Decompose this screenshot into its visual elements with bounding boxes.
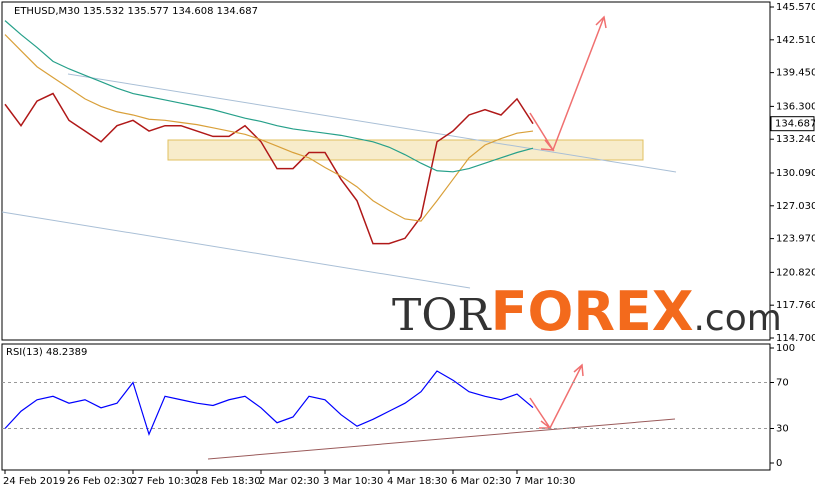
y-tick-label: 130.090 <box>776 168 815 179</box>
rsi-title: RSI(13) 48.2389 <box>6 347 87 358</box>
series-line <box>4 370 534 437</box>
y-tick-label: 117.760 <box>776 300 815 311</box>
y-tick-label: 0 <box>776 458 782 469</box>
y-tick-label: 123.970 <box>776 234 815 245</box>
y-tick-label: 139.450 <box>776 68 815 79</box>
series-line <box>4 20 534 173</box>
rsi-forecast-arrow <box>529 364 583 430</box>
y-tick-label: 145.570 <box>776 2 815 13</box>
rsi-trend-line <box>207 418 676 460</box>
y-tick-label: 30 <box>776 424 789 435</box>
y-tick-label: 136.300 <box>776 101 815 112</box>
series-line <box>4 92 534 245</box>
y-tick-label: 142.510 <box>776 35 815 46</box>
rsi-frame <box>1 343 771 471</box>
x-tick-label: 4 Mar 18:30 <box>387 476 447 487</box>
last-price-label: 134.687 <box>775 119 815 130</box>
x-tick-label: 2 Mar 02:30 <box>259 476 319 487</box>
x-tick-label: 6 Mar 02:30 <box>451 476 511 487</box>
x-tick-label: 26 Feb 02:30 <box>67 476 133 487</box>
watermark: TORFOREX.com <box>392 280 782 343</box>
x-tick-label: 24 Feb 2019 <box>3 476 65 487</box>
y-tick-label: 127.030 <box>776 201 815 212</box>
y-tick-label: 133.240 <box>776 134 815 145</box>
y-tick-label: 114.700 <box>776 333 815 344</box>
trend-line <box>67 73 677 173</box>
x-tick-label: 27 Feb 10:30 <box>131 476 197 487</box>
x-tick-label: 7 Mar 10:30 <box>515 476 575 487</box>
x-tick-label: 3 Mar 10:30 <box>323 476 383 487</box>
series-line <box>4 34 534 222</box>
price-frame <box>1 1 771 341</box>
trend-line <box>1 211 471 289</box>
y-tick-label: 120.820 <box>776 267 815 278</box>
arrow-head <box>540 15 607 151</box>
y-tick-label: 100 <box>776 343 795 354</box>
last-price-box <box>770 116 815 132</box>
y-tick-label: 70 <box>776 378 789 389</box>
forecast-arrow <box>529 16 605 152</box>
chart-title: ETHUSD,M30 135.532 135.577 134.608 134.6… <box>14 6 258 17</box>
x-tick-label: 28 Feb 18:30 <box>195 476 261 487</box>
resistance-zone <box>167 139 644 161</box>
